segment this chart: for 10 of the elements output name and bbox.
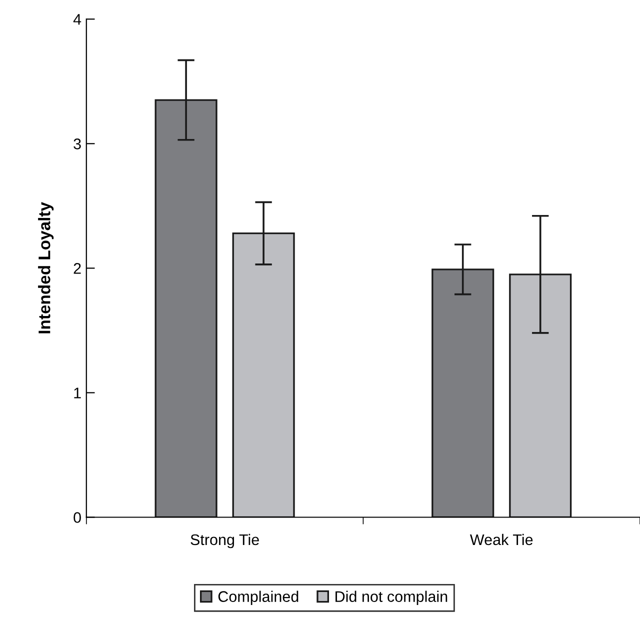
y-tick-label: 2 xyxy=(74,263,81,274)
y-tick-label: 3 xyxy=(74,138,81,150)
y-tick-label: 0 xyxy=(74,512,81,523)
x-tick-label: Strong Tie xyxy=(190,534,259,548)
legend-label: Complained xyxy=(218,590,298,606)
y-tick-label: 1 xyxy=(74,388,81,398)
legend-label: Did not complain xyxy=(336,590,448,606)
y-tick-label: 4 xyxy=(73,14,82,25)
y-axis-title: Intended Loyalty xyxy=(38,202,54,334)
x-tick-label: Weak Tie xyxy=(470,534,533,546)
